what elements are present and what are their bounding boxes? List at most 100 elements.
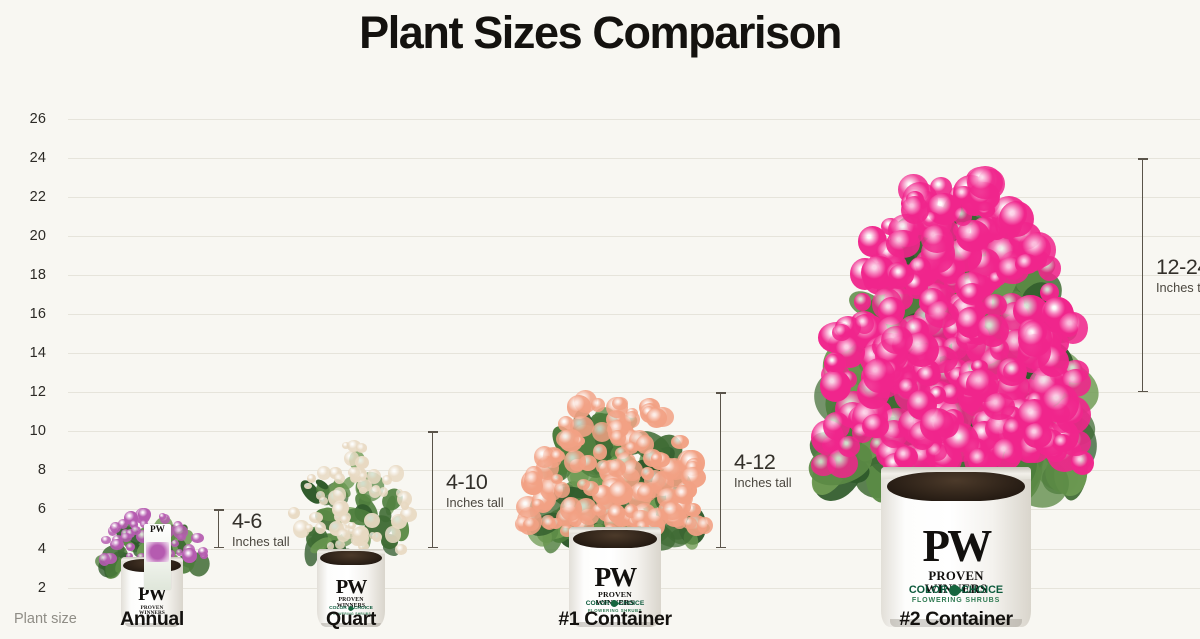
y-axis-tick-6: 6 xyxy=(37,501,46,518)
flower xyxy=(171,540,180,548)
flower xyxy=(316,465,331,480)
flower xyxy=(608,480,633,506)
flower xyxy=(862,357,896,394)
potting-soil xyxy=(887,472,1025,501)
flower xyxy=(825,353,843,373)
flower xyxy=(1002,417,1025,440)
flower xyxy=(650,453,662,464)
y-axis-tick-2: 2 xyxy=(37,579,46,596)
bracket-label-group: 4-6 Inches tall xyxy=(232,509,290,549)
y-axis-tick-14: 14 xyxy=(29,345,46,362)
flower xyxy=(894,445,919,469)
gridline xyxy=(68,392,1200,394)
bracket-stem xyxy=(1142,158,1144,393)
plant-3: PWPROVENWINNERSCOLORCHOICEFLOWERING SHRU… xyxy=(515,377,715,627)
flower xyxy=(901,196,930,224)
color-choice-leaf-icon xyxy=(946,582,963,599)
y-axis-tick-8: 8 xyxy=(37,462,46,479)
plant-tag-stake: PW xyxy=(143,523,172,591)
flower xyxy=(523,470,542,491)
y-axis-tick-18: 18 xyxy=(29,267,46,284)
flower xyxy=(566,395,592,419)
pw-wordmark-line-1: PROVEN xyxy=(338,597,364,603)
flower xyxy=(371,531,382,542)
flower xyxy=(160,514,170,525)
gridline xyxy=(68,197,1200,199)
flower xyxy=(287,506,301,520)
flower xyxy=(823,411,851,441)
flower xyxy=(954,206,973,226)
flower xyxy=(344,451,359,467)
flower xyxy=(351,527,366,541)
flower xyxy=(612,397,629,411)
flower xyxy=(661,502,683,521)
flower xyxy=(314,521,327,535)
flower xyxy=(592,421,612,442)
y-axis-tick-20: 20 xyxy=(29,228,46,245)
color-choice-word-2: CHOICE xyxy=(618,599,645,607)
flower xyxy=(335,539,345,549)
flower xyxy=(531,498,545,510)
flower xyxy=(625,442,639,454)
nursery-pot: PWPROVENWINNERSCOLORCHOICEFLOWERING SHRU… xyxy=(569,526,661,627)
flower xyxy=(158,513,166,520)
flower xyxy=(388,465,404,482)
flower xyxy=(1041,383,1080,424)
color-choice-sublabel: FLOWERING SHRUBS xyxy=(587,607,643,613)
bracket-label-group: 4-12 Inches tall xyxy=(734,450,792,490)
y-axis-tick-24: 24 xyxy=(29,150,46,166)
flower xyxy=(176,548,184,556)
y-axis-tick-16: 16 xyxy=(29,306,46,323)
flower xyxy=(318,497,328,506)
color-choice-word-2: CHOICE xyxy=(961,584,1004,597)
flower xyxy=(620,459,644,482)
flower xyxy=(333,487,347,502)
potting-soil xyxy=(319,551,383,566)
y-axis-tick-10: 10 xyxy=(29,423,46,440)
flower xyxy=(681,466,707,489)
pw-monogram: PW xyxy=(594,560,637,592)
flower xyxy=(682,517,697,530)
plant-2: PWPROVENWINNERSCOLORCHOICEFLOWERING SHRU… xyxy=(284,422,418,627)
bracket-unit-label: Inches tall xyxy=(232,533,290,549)
flower xyxy=(358,541,369,552)
flower xyxy=(606,458,627,478)
flower xyxy=(573,435,586,446)
flower xyxy=(888,264,915,286)
x-axis-category-3: #1 Container xyxy=(558,608,672,630)
flower xyxy=(563,450,587,473)
flower xyxy=(591,398,605,412)
flower xyxy=(309,511,324,523)
flower xyxy=(886,229,920,259)
flower xyxy=(976,313,1009,348)
flower xyxy=(551,473,564,485)
plant-1: PW PROVEN WINNERS PW xyxy=(92,501,213,627)
gridline xyxy=(68,314,1200,316)
color-choice-label-row: COLOR CHOICE xyxy=(586,598,645,608)
bracket-label-group: 4-10 Inches tall xyxy=(446,470,504,510)
bracket-unit-label: Inches tall xyxy=(734,475,792,491)
flower xyxy=(358,471,367,481)
flower xyxy=(697,517,714,535)
x-axis-category-4: #2 Container xyxy=(899,608,1013,630)
bracket-range-label: 4-6 xyxy=(232,508,262,533)
color-choice-word-1: COLOR xyxy=(908,584,948,597)
flower xyxy=(576,479,590,491)
measurement-bracket-2: 4-10 Inches tall xyxy=(428,431,504,549)
measurement-bracket-3: 4-12 Inches tall xyxy=(716,392,792,549)
gridline xyxy=(68,158,1200,159)
flower xyxy=(355,443,367,453)
color-choice-label-row: COLOR CHOICE xyxy=(329,604,373,612)
flower xyxy=(592,504,607,516)
flower xyxy=(983,393,1016,421)
bracket-unit-label: Inches tall xyxy=(446,494,504,510)
flower xyxy=(334,473,345,485)
pot-base xyxy=(321,622,381,627)
gridline xyxy=(68,353,1200,355)
flower xyxy=(316,491,326,500)
flower xyxy=(368,531,377,540)
bracket-stem xyxy=(432,431,434,549)
plant-foliage xyxy=(802,166,1109,519)
